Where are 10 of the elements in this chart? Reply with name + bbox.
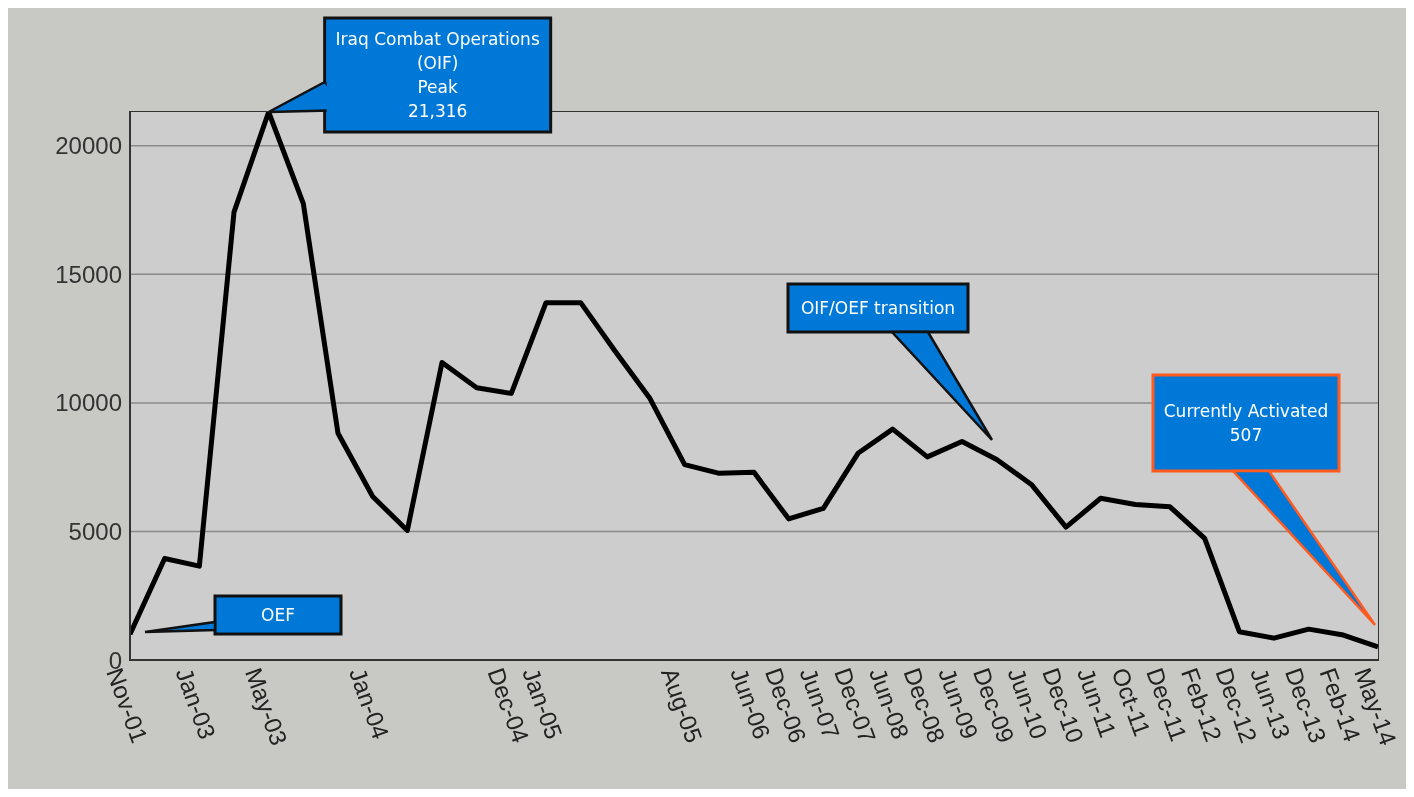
annotation: Currently Activated 507 xyxy=(1163,401,1329,445)
y-tick-label: 5000 xyxy=(68,517,122,545)
y-tick-label: 20000 xyxy=(55,132,122,160)
x-tick-label: Jan-04 xyxy=(343,664,395,743)
annotation: Iraq Combat Operations (OIF) Peak 21,316 xyxy=(335,29,540,121)
x-tick-label: Jan-03 xyxy=(170,664,222,743)
y-tick-label: 15000 xyxy=(55,260,122,288)
annotation: OIF/OEF transition xyxy=(800,298,956,318)
annotation: OEF xyxy=(261,605,295,625)
y-tick-label: 10000 xyxy=(55,389,122,417)
